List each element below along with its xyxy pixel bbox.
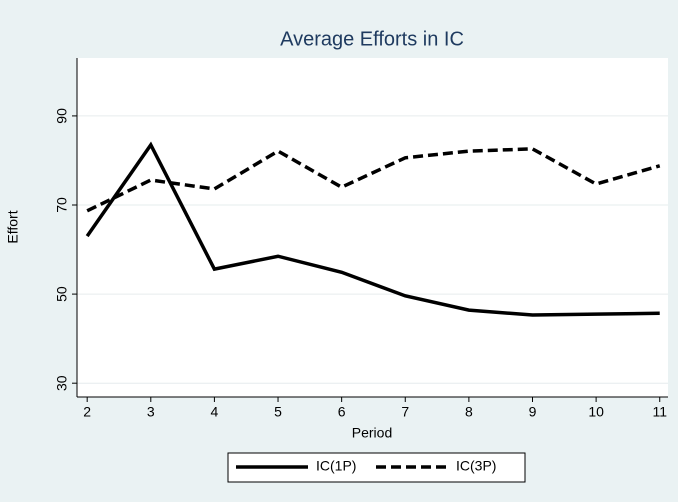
y-tick-label: 70 xyxy=(54,197,70,213)
legend-label: IC(3P) xyxy=(456,458,496,474)
x-tick-label: 11 xyxy=(652,404,667,420)
x-tick-label: 8 xyxy=(465,404,473,420)
legend-label: IC(1P) xyxy=(316,458,356,474)
y-tick-label: 50 xyxy=(54,286,70,302)
x-tick-label: 5 xyxy=(274,404,282,420)
x-tick-label: 2 xyxy=(83,404,91,420)
x-tick-label: 10 xyxy=(588,404,604,420)
x-tick-label: 3 xyxy=(147,404,155,420)
x-axis-title: Period xyxy=(352,425,392,441)
x-tick-label: 7 xyxy=(401,404,409,420)
x-tick-label: 4 xyxy=(211,404,219,420)
y-axis-title: Effort xyxy=(5,210,21,243)
x-tick-label: 6 xyxy=(338,404,346,420)
y-tick-label: 30 xyxy=(54,375,70,391)
plot-area xyxy=(77,58,668,397)
series-line xyxy=(86,147,661,213)
series-line xyxy=(85,141,660,317)
chart-title: Average Efforts in IC xyxy=(280,28,464,50)
y-tick-label: 90 xyxy=(54,108,70,124)
x-tick-label: 9 xyxy=(529,404,537,420)
